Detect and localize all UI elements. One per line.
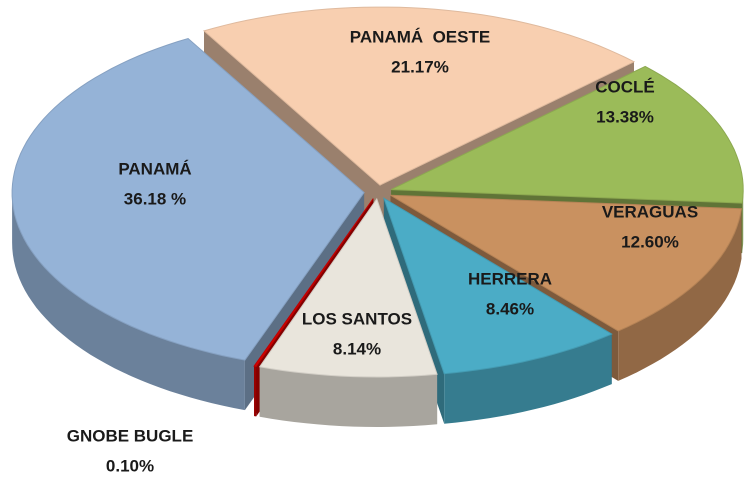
slice-wall: [254, 366, 257, 417]
slice: [390, 65, 744, 204]
slice-label: COCLÉ: [595, 77, 655, 96]
slice-label: PANAMÁ OESTE: [350, 27, 490, 46]
slice: [382, 197, 613, 375]
slice-value: 8.14%: [333, 339, 381, 358]
slice: [202, 6, 636, 186]
slice: [253, 198, 374, 368]
slice: [390, 194, 743, 332]
slice-label: PANAMÁ: [118, 159, 191, 178]
slice-wall: [12, 192, 245, 411]
slice-wall: [444, 334, 612, 424]
slice-wall: [259, 366, 438, 427]
slice-value: 0.10%: [106, 456, 154, 475]
slice-wall: [742, 189, 744, 254]
slice-wall: [618, 208, 742, 381]
slice-value: 8.46%: [486, 299, 534, 318]
slice-value: 21.17%: [391, 57, 449, 76]
slice-value: 13.38%: [596, 107, 654, 126]
slice-value: 12.60%: [621, 232, 679, 251]
slice: [11, 37, 365, 361]
slice-label: VERAGUAS: [602, 202, 698, 221]
slice-label: GNOBE BUGLE: [67, 426, 194, 445]
slice-value: 36.18 %: [124, 189, 186, 208]
slice-label: HERRERA: [468, 269, 552, 288]
slice-label: LOS SANTOS: [302, 309, 412, 328]
slice: [258, 197, 438, 378]
